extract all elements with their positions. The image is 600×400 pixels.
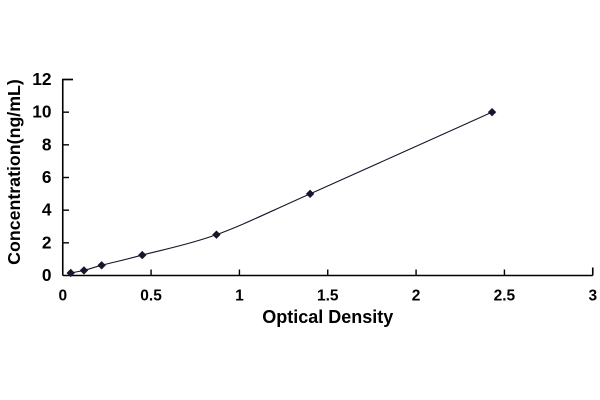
svg-text:3: 3 xyxy=(588,288,597,305)
svg-text:1.5: 1.5 xyxy=(317,288,339,305)
svg-text:4: 4 xyxy=(42,200,52,220)
svg-text:2: 2 xyxy=(412,288,421,305)
svg-text:6: 6 xyxy=(42,167,52,187)
svg-text:10: 10 xyxy=(32,102,51,122)
svg-text:2.5: 2.5 xyxy=(494,288,516,305)
svg-text:2: 2 xyxy=(42,232,52,252)
svg-text:0: 0 xyxy=(58,288,67,305)
svg-text:12: 12 xyxy=(32,69,51,89)
svg-text:0.5: 0.5 xyxy=(140,288,162,305)
svg-text:0: 0 xyxy=(42,265,52,285)
svg-text:1: 1 xyxy=(235,288,244,305)
svg-text:8: 8 xyxy=(42,134,52,154)
